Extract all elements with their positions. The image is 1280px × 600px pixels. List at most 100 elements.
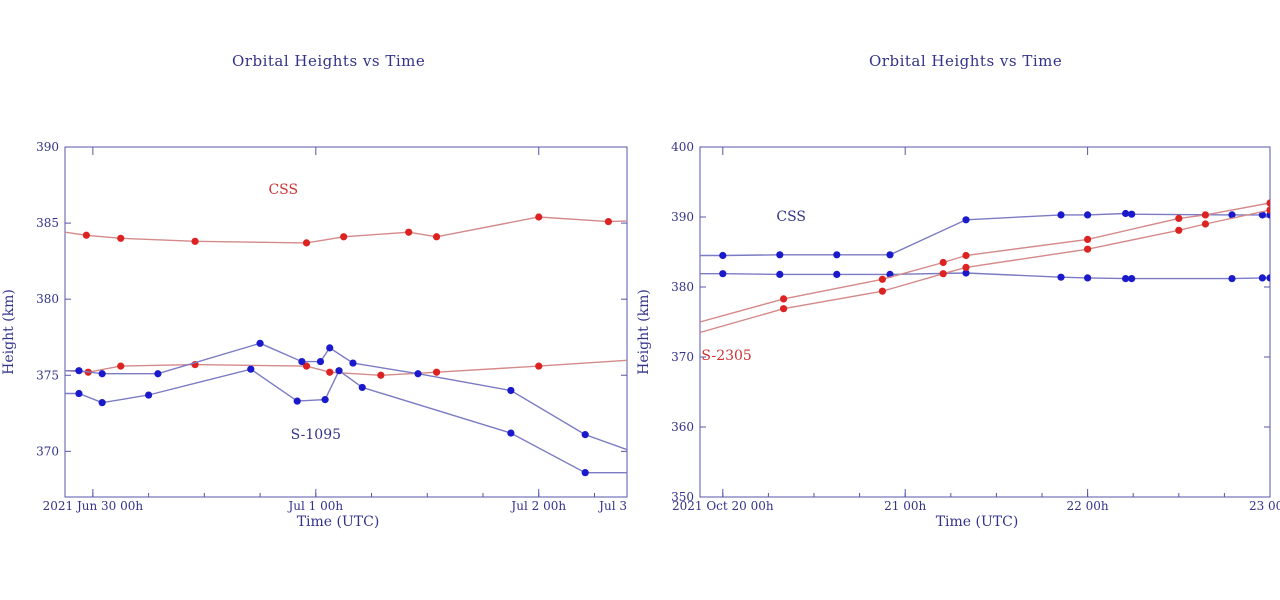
data-point <box>1122 275 1130 283</box>
series-annotation: S-1095 <box>291 427 341 443</box>
data-point <box>1258 274 1266 282</box>
series-group <box>700 199 1270 323</box>
data-point <box>962 269 970 277</box>
data-point <box>298 357 306 366</box>
data-point <box>780 295 788 303</box>
x-tick-label: Jul 3 <box>597 499 627 513</box>
data-point <box>776 270 784 278</box>
data-point <box>962 263 970 271</box>
data-point <box>1128 210 1136 218</box>
data-point <box>247 365 255 373</box>
series-annotation: CSS <box>776 209 806 225</box>
y-tick-label: 380 <box>671 280 694 294</box>
data-point <box>145 391 153 399</box>
series-group <box>65 359 627 379</box>
data-point <box>507 429 515 437</box>
data-point <box>1201 220 1209 228</box>
data-point <box>1128 275 1136 283</box>
x-tick-label: 21 00h <box>884 499 926 513</box>
data-point <box>302 239 311 247</box>
data-point <box>1258 211 1266 219</box>
data-point <box>191 237 199 245</box>
data-point <box>321 396 329 404</box>
data-point <box>719 270 727 278</box>
data-point <box>1228 275 1236 283</box>
data-point <box>886 251 894 259</box>
x-tick-label: Jul 2 00h <box>509 499 566 513</box>
data-point <box>98 399 106 407</box>
series-annotation: CSS <box>268 182 298 198</box>
data-point <box>1175 214 1183 222</box>
data-point <box>432 233 441 241</box>
data-point <box>939 270 947 278</box>
data-point <box>358 383 366 392</box>
x-tick-label: Jul 1 00h <box>286 499 343 513</box>
plot-frame <box>64 146 628 498</box>
right-chart-title: Orbital Heights vs Time <box>869 52 1063 70</box>
x-tick-label: 23 00h <box>1249 499 1280 513</box>
series-group <box>65 213 627 247</box>
data-point <box>1057 273 1065 281</box>
y-axis-title: Height (km) <box>636 289 652 375</box>
y-tick-label: 360 <box>671 420 694 434</box>
data-point <box>780 305 788 313</box>
data-point <box>776 251 784 259</box>
data-point <box>335 367 343 375</box>
y-tick-label: 400 <box>671 140 694 154</box>
data-point <box>581 469 589 477</box>
series-group <box>65 365 627 477</box>
data-point <box>535 213 543 221</box>
series-line <box>65 216 627 244</box>
data-point <box>1266 199 1270 207</box>
data-point <box>256 339 264 347</box>
data-point <box>1057 211 1065 219</box>
x-tick-label: 2021 Oct 20 00h <box>672 499 774 513</box>
data-point <box>154 370 162 378</box>
data-point <box>604 217 613 226</box>
x-axis-title: Time (UTC) <box>936 514 1019 530</box>
data-point <box>302 362 311 370</box>
data-point <box>98 370 106 378</box>
y-tick-label: 370 <box>36 444 59 458</box>
data-point <box>535 362 543 370</box>
y-tick-label: 375 <box>36 368 59 382</box>
data-point <box>833 251 841 259</box>
data-point <box>962 251 970 260</box>
series-group <box>65 339 627 451</box>
data-point <box>939 258 947 267</box>
data-point <box>293 397 301 405</box>
data-point <box>1084 245 1092 253</box>
series-group <box>700 269 1270 283</box>
data-point <box>432 368 441 376</box>
series-line <box>65 342 627 451</box>
x-tick-label: 2021 Jun 30 00h <box>43 499 144 513</box>
data-point <box>833 270 841 278</box>
data-point <box>719 251 727 260</box>
data-point <box>1084 235 1092 243</box>
data-point <box>326 368 334 376</box>
data-point <box>962 216 970 224</box>
data-point <box>1201 211 1209 219</box>
y-tick-label: 390 <box>671 210 694 224</box>
series-group <box>700 209 1270 260</box>
series-annotation: S-2305 <box>701 348 751 364</box>
data-point <box>581 431 589 439</box>
data-point <box>75 389 83 398</box>
y-axis-title: Height (km) <box>1 289 17 375</box>
x-axis-title: Time (UTC) <box>297 514 380 530</box>
data-point <box>878 287 887 295</box>
data-point <box>414 370 422 378</box>
data-point <box>1266 274 1270 282</box>
data-point <box>507 386 515 395</box>
x-tick-label: 22 00h <box>1067 499 1109 513</box>
data-point <box>75 367 83 375</box>
data-point <box>316 357 325 366</box>
data-point <box>1084 211 1092 219</box>
data-point <box>1084 274 1092 282</box>
plot-frame <box>699 146 1271 498</box>
y-tick-label: 390 <box>36 140 59 154</box>
series-line <box>700 272 1270 280</box>
data-point <box>117 234 125 242</box>
data-point <box>1175 226 1183 234</box>
